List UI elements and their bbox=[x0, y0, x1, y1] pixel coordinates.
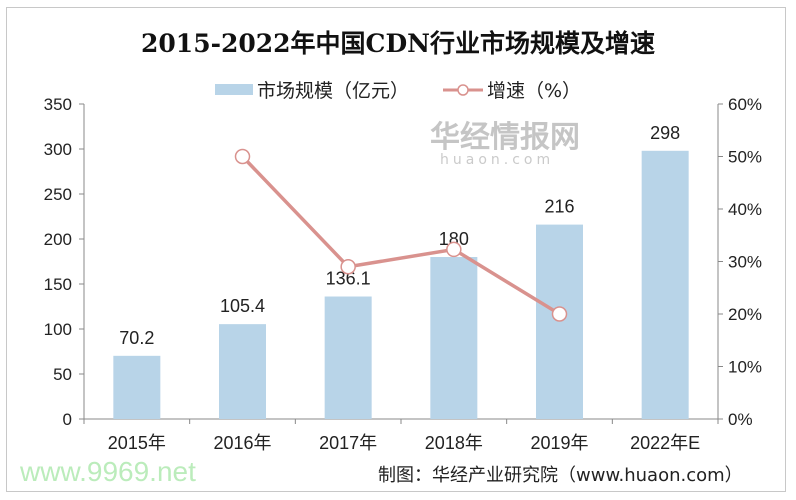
growth-point bbox=[234, 148, 251, 165]
left-tick-label: 50 bbox=[53, 365, 72, 384]
right-tick-label: 0% bbox=[728, 410, 753, 429]
bar-label: 136.1 bbox=[326, 269, 371, 289]
bar bbox=[113, 355, 161, 419]
bar bbox=[430, 257, 478, 419]
growth-point bbox=[551, 306, 568, 322]
right-tick-label: 10% bbox=[728, 358, 762, 377]
watermark-logo: 华经情报网 bbox=[430, 120, 580, 155]
bar bbox=[219, 324, 266, 419]
growth-point bbox=[340, 259, 356, 275]
right-tick-label: 60% bbox=[728, 95, 762, 114]
x-tick-label: 2016年 bbox=[213, 433, 271, 453]
bar-label: 105.4 bbox=[220, 296, 265, 316]
bar-label: 70.2 bbox=[119, 328, 154, 348]
x-tick-label: 2017年 bbox=[319, 433, 377, 453]
x-tick-label: 2018年 bbox=[425, 433, 483, 453]
legend-item-bar: 市场规模（亿元） bbox=[214, 76, 409, 103]
chart-frame bbox=[6, 7, 786, 492]
watermark-site: www.9969.net bbox=[20, 456, 196, 487]
right-tick-label: 30% bbox=[728, 253, 762, 272]
legend: 市场规模（亿元） 增速（%） bbox=[0, 76, 796, 103]
bar-label: 216 bbox=[544, 197, 574, 217]
watermark-logo-en: huaon.com bbox=[440, 152, 555, 168]
legend-bar-swatch bbox=[214, 84, 253, 95]
source-note: 制图：华经产业研究院（www.huaon.com） bbox=[378, 465, 743, 486]
growth-point bbox=[446, 241, 462, 258]
legend-line-swatch bbox=[442, 83, 483, 96]
left-tick-label: 350 bbox=[44, 95, 72, 114]
bar bbox=[641, 150, 689, 420]
x-tick-label: 2019年 bbox=[530, 433, 588, 453]
left-tick-label: 100 bbox=[44, 320, 72, 339]
bar bbox=[536, 224, 583, 419]
right-tick-label: 20% bbox=[728, 305, 762, 324]
x-tick-label: 2015年 bbox=[108, 433, 166, 453]
left-tick-label: 300 bbox=[44, 140, 72, 159]
bar bbox=[324, 296, 372, 419]
growth-line bbox=[241, 155, 561, 316]
right-tick-label: 50% bbox=[728, 148, 762, 167]
bar-label: 180 bbox=[439, 229, 469, 249]
left-tick-label: 200 bbox=[44, 230, 72, 249]
legend-line-label: 增速（%） bbox=[486, 80, 582, 102]
x-tick-label: 2022年E bbox=[630, 433, 700, 453]
legend-item-line: 增速（%） bbox=[442, 76, 582, 103]
left-tick-label: 150 bbox=[44, 275, 72, 294]
legend-bar-label: 市场规模（亿元） bbox=[256, 80, 409, 102]
right-tick-label: 40% bbox=[728, 200, 762, 219]
left-tick-label: 250 bbox=[44, 185, 72, 204]
left-tick-label: 0 bbox=[63, 410, 72, 429]
chart-title: 2015-2022年中国CDN行业市场规模及增速 bbox=[141, 29, 655, 58]
bar-label: 298 bbox=[650, 123, 680, 143]
